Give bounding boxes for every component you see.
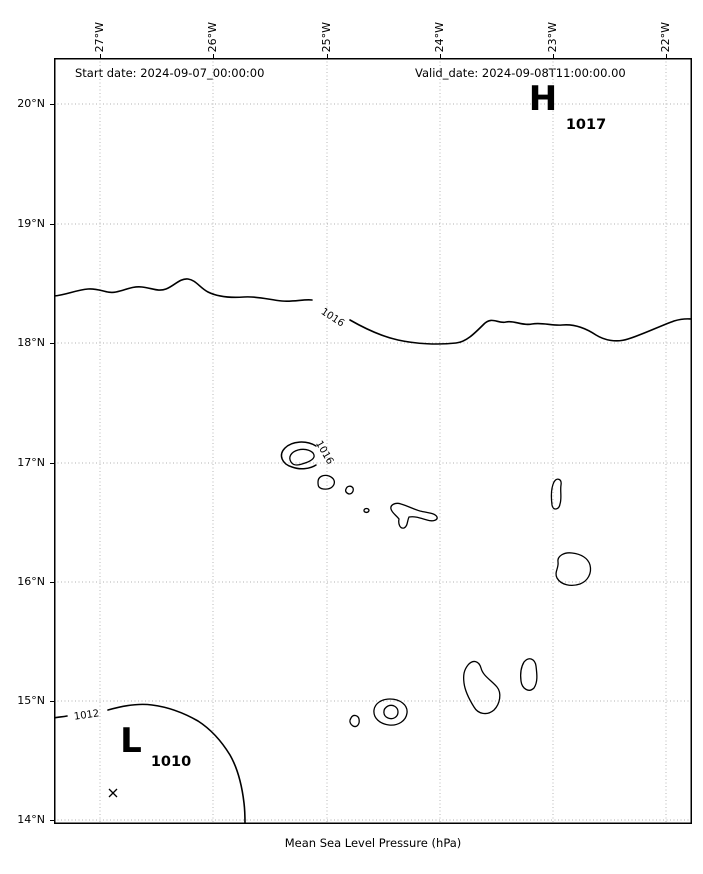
- high-pressure-center: H 1017: [529, 79, 606, 133]
- x-axis-label: Mean Sea Level Pressure (hPa): [284, 836, 462, 850]
- x-tick-mark: [100, 54, 101, 58]
- y-tick-label-14n: 14°N: [17, 813, 45, 826]
- x-tick-mark: [327, 54, 328, 58]
- y-tick-mark: [50, 343, 54, 344]
- plot-border: [54, 58, 692, 824]
- start-date-text: Start date: 2024-09-07_00:00:00: [75, 66, 265, 80]
- x-tick-mark: [213, 54, 214, 58]
- island-sao-vicente: [317, 474, 336, 490]
- island-santa-luzia: [344, 485, 354, 495]
- y-tick-label-15n: 15°N: [17, 694, 45, 707]
- x-tick-mark: [666, 54, 667, 58]
- island-brava: [349, 714, 360, 728]
- y-tick-mark: [50, 224, 54, 225]
- island-sal: [550, 478, 562, 510]
- x-tick-mark: [553, 54, 554, 58]
- x-tick-label-25w: 25°W: [320, 21, 333, 52]
- y-tick-mark: [50, 820, 54, 821]
- low-symbol: L: [120, 721, 142, 761]
- x-marker: [108, 788, 118, 798]
- coastlines: [289, 448, 592, 728]
- contour-label-1016-main: 1016: [319, 306, 346, 329]
- y-tick-label-19n: 19°N: [17, 217, 45, 230]
- y-tick-label-17n: 17°N: [17, 456, 45, 469]
- x-tick-label-26w: 26°W: [206, 21, 219, 52]
- y-tick-mark: [50, 104, 54, 105]
- map-canvas: 1016 1016 1012: [53, 58, 693, 825]
- y-tick-label-18n: 18°N: [17, 336, 45, 349]
- island-fogo-outline: [373, 698, 408, 726]
- y-tick-mark: [50, 463, 54, 464]
- contour-label-1012: 1012: [73, 708, 100, 722]
- valid-date-text: Valid_date: 2024-09-08T11:00:00.00: [415, 66, 626, 80]
- island-fogo-inner: [383, 704, 399, 720]
- gridlines: [54, 58, 692, 824]
- y-tick-label-20n: 20°N: [17, 97, 45, 110]
- high-value: 1017: [566, 117, 606, 133]
- x-tick-label-22w: 22°W: [659, 21, 672, 52]
- plot-area: 1016 1016 1012: [53, 58, 693, 825]
- x-tick-label-24w: 24°W: [433, 21, 446, 52]
- contour-1012: [53, 703, 246, 825]
- island-sao-nicolau: [390, 502, 438, 529]
- island-maio: [519, 658, 538, 691]
- y-tick-mark: [50, 701, 54, 702]
- island-santo-antao: [289, 448, 315, 466]
- islet-raso: [363, 507, 370, 514]
- y-tick-label-16n: 16°N: [17, 575, 45, 588]
- island-santiago: [462, 660, 501, 715]
- low-pressure-center: L 1010: [120, 721, 191, 770]
- x-tick-label-23w: 23°W: [546, 21, 559, 52]
- x-tick-label-27w: 27°W: [93, 21, 106, 52]
- y-tick-mark: [50, 582, 54, 583]
- contour-label-1016-island: 1016: [313, 439, 335, 467]
- contour-1016-main: [53, 278, 693, 345]
- x-tick-mark: [440, 54, 441, 58]
- low-value: 1010: [151, 754, 191, 770]
- island-boa-vista: [555, 552, 592, 586]
- high-symbol: H: [529, 79, 557, 119]
- contour-1016-island: [280, 441, 317, 470]
